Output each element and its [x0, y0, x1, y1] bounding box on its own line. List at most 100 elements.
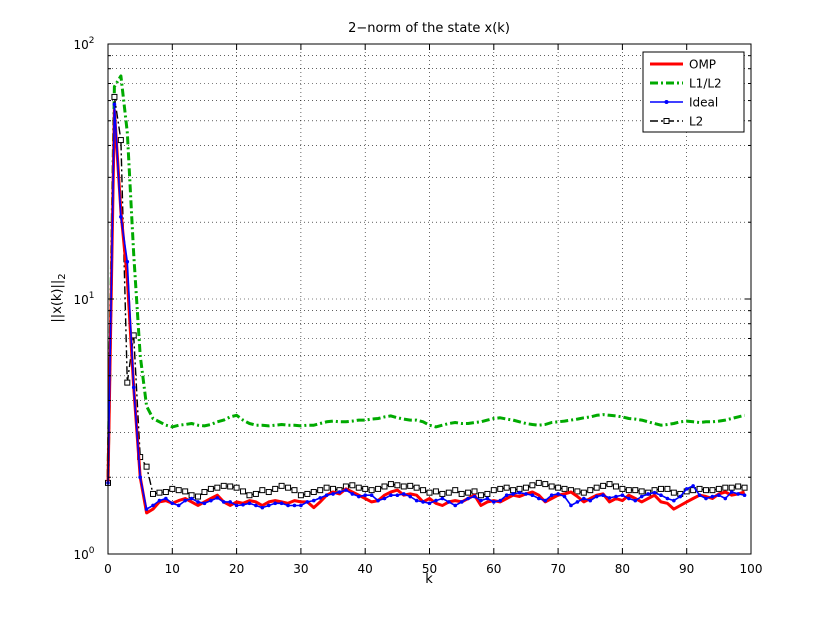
data-point	[728, 484, 735, 491]
data-point	[736, 492, 740, 496]
x-tick-label: 50	[422, 562, 437, 576]
data-point	[503, 484, 510, 491]
data-point	[439, 490, 446, 497]
data-point	[498, 498, 503, 503]
data-point	[511, 492, 515, 496]
data-point	[549, 493, 554, 498]
data-point	[434, 498, 438, 503]
data-point	[196, 500, 200, 504]
data-point	[664, 485, 671, 492]
data-point	[183, 498, 187, 503]
data-point	[588, 498, 593, 503]
legend: OMP L1/L2 Ideal L2	[642, 51, 745, 133]
data-point	[305, 500, 310, 504]
x-axis-label: k	[425, 572, 433, 587]
data-point	[176, 503, 181, 508]
x-tick-label: 90	[679, 562, 694, 576]
data-point	[696, 485, 703, 492]
data-point	[408, 494, 413, 499]
x-tick-label: 100	[740, 562, 763, 576]
data-point	[252, 490, 259, 497]
y-tick-base: 10	[73, 548, 88, 562]
x-tick-label: 20	[229, 562, 244, 576]
data-point	[350, 492, 355, 496]
legend-item: OMP	[650, 58, 716, 72]
data-point	[228, 500, 232, 504]
data-point	[389, 493, 393, 498]
data-point	[400, 483, 407, 490]
data-point	[652, 490, 657, 495]
data-point	[516, 485, 523, 492]
y-tick-exponent: 2	[89, 36, 95, 46]
data-point	[331, 492, 335, 496]
data-point	[170, 501, 175, 506]
data-point	[722, 484, 729, 491]
data-point	[562, 494, 567, 499]
data-point	[537, 496, 541, 501]
data-point	[131, 385, 136, 390]
data-point	[369, 493, 374, 498]
data-point	[446, 500, 451, 504]
data-point	[587, 487, 594, 494]
data-point	[247, 501, 252, 506]
data-point	[646, 492, 650, 496]
data-point	[723, 496, 728, 501]
data-point	[691, 484, 695, 488]
legend-label: L1/L2	[689, 77, 722, 91]
data-point	[684, 487, 689, 491]
data-point	[575, 500, 580, 504]
data-point	[286, 503, 290, 508]
data-point	[717, 493, 721, 498]
data-point	[471, 488, 478, 495]
data-point	[111, 93, 118, 100]
data-point	[169, 485, 176, 492]
x-tick-label: 60	[486, 562, 501, 576]
data-point	[311, 498, 316, 503]
data-point	[607, 496, 612, 500]
data-point	[466, 496, 470, 501]
data-point	[240, 488, 247, 495]
data-point	[510, 487, 517, 494]
data-point	[420, 487, 427, 494]
y-tick-base: 10	[73, 38, 88, 52]
data-point	[362, 485, 369, 492]
data-point	[709, 487, 716, 494]
data-point	[265, 489, 272, 496]
data-point	[580, 489, 587, 496]
x-tick-label: 10	[165, 562, 180, 576]
data-point	[337, 490, 342, 494]
data-point	[426, 489, 433, 496]
data-point	[401, 492, 406, 496]
data-point	[678, 494, 683, 499]
data-point	[323, 484, 330, 491]
data-point	[479, 498, 483, 503]
data-point	[517, 490, 522, 495]
data-point	[741, 484, 748, 491]
data-point	[561, 485, 568, 492]
data-point	[279, 501, 284, 506]
data-point	[278, 482, 285, 489]
data-point	[233, 484, 240, 491]
data-point	[600, 482, 607, 489]
x-tick-label: 0	[104, 562, 112, 576]
series-line	[106, 74, 745, 478]
data-point	[670, 489, 677, 496]
data-point	[310, 489, 317, 496]
data-point	[221, 500, 226, 504]
data-point	[529, 482, 536, 489]
data-point	[376, 498, 380, 503]
y-tick-exponent: 0	[89, 546, 95, 556]
data-point	[157, 498, 162, 503]
legend-label: Ideal	[689, 96, 718, 110]
data-point	[162, 489, 169, 496]
data-point	[117, 137, 124, 144]
data-point	[704, 496, 708, 501]
series-line	[107, 96, 745, 498]
data-point	[324, 493, 329, 498]
data-point	[273, 501, 277, 506]
series-layer	[105, 74, 748, 515]
data-point	[215, 496, 220, 500]
data-point	[368, 487, 375, 494]
data-point	[138, 475, 142, 480]
data-point	[432, 488, 439, 495]
